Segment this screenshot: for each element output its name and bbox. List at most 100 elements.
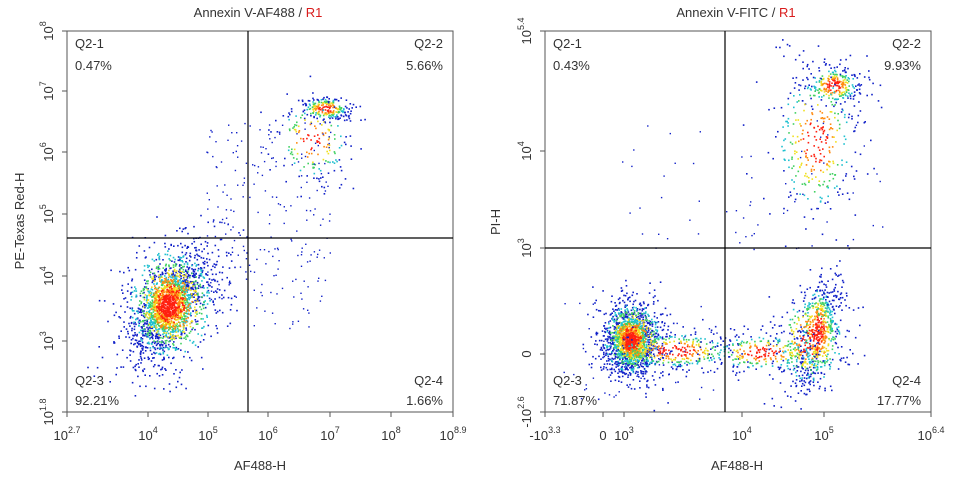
- plot-left-y-axis-label: PE-Texas Red-H: [12, 173, 27, 270]
- event-dot: [140, 301, 143, 303]
- plot-left-gate-name: R1: [306, 5, 323, 20]
- event-dot: [219, 221, 221, 224]
- event-dot: [641, 345, 644, 347]
- event-dot: [639, 302, 642, 305]
- event-dot: [309, 260, 311, 262]
- event-dot: [186, 263, 189, 266]
- event-dot: [148, 292, 150, 294]
- event-dot: [595, 308, 598, 311]
- event-dot: [204, 306, 207, 309]
- event-dot: [164, 297, 167, 299]
- event-dot: [192, 340, 195, 343]
- event-dot: [158, 252, 160, 255]
- event-dot: [149, 313, 151, 315]
- event-dot: [155, 309, 158, 312]
- event-dot: [216, 185, 218, 187]
- event-dot: [623, 332, 626, 334]
- event-dot: [193, 270, 196, 273]
- event-dot: [612, 331, 614, 334]
- event-dot: [820, 312, 822, 314]
- event-dot: [134, 334, 136, 336]
- event-dot: [129, 317, 132, 319]
- event-dot: [609, 326, 612, 329]
- event-dot: [150, 308, 153, 310]
- event-dot: [161, 295, 164, 297]
- event-dot: [156, 302, 158, 304]
- event-dot: [245, 271, 247, 273]
- event-dot: [621, 361, 624, 364]
- event-dot: [630, 358, 632, 360]
- event-dot: [156, 372, 158, 375]
- event-dot: [645, 360, 648, 363]
- event-dot: [153, 387, 156, 390]
- event-dot: [645, 325, 648, 327]
- event-dot: [163, 331, 165, 334]
- event-dot: [620, 339, 622, 341]
- event-dot: [327, 143, 329, 146]
- event-dot: [624, 360, 626, 362]
- event-dot: [230, 260, 233, 262]
- event-dot: [163, 291, 165, 294]
- event-dot: [181, 282, 184, 284]
- event-dot: [588, 363, 591, 366]
- event-dot: [811, 315, 813, 317]
- event-dot: [327, 172, 330, 174]
- event-dot: [138, 304, 141, 306]
- event-dot: [226, 325, 229, 327]
- event-dot: [620, 368, 622, 370]
- event-dot: [637, 354, 639, 357]
- event-dot: [175, 302, 178, 304]
- event-dot: [153, 260, 156, 262]
- event-dot: [613, 348, 615, 351]
- event-dot: [221, 218, 224, 221]
- event-dot: [136, 251, 138, 254]
- event-dot: [318, 113, 320, 116]
- event-dot: [184, 288, 187, 291]
- event-dot: [296, 196, 299, 198]
- event-dot: [632, 371, 635, 374]
- event-dot: [651, 349, 654, 352]
- event-dot: [152, 334, 154, 336]
- event-dot: [147, 358, 150, 361]
- event-dot: [150, 326, 153, 328]
- event-dot: [600, 347, 603, 350]
- plot-left-q24-pct: 1.66%: [406, 393, 443, 408]
- event-dot: [179, 337, 181, 339]
- event-dot: [175, 283, 177, 286]
- event-dot: [145, 304, 148, 306]
- event-dot: [618, 376, 621, 378]
- event-dot: [360, 148, 362, 150]
- event-dot: [237, 254, 239, 256]
- event-dot: [621, 325, 623, 327]
- event-dot: [300, 195, 302, 198]
- event-dot: [170, 243, 172, 246]
- event-dot: [328, 220, 331, 222]
- event-dot: [621, 375, 624, 378]
- event-dot: [232, 152, 234, 154]
- event-dot: [180, 286, 182, 289]
- event-dot: [641, 313, 643, 315]
- event-dot: [202, 339, 205, 341]
- event-dot: [144, 332, 147, 335]
- event-dot: [613, 339, 615, 342]
- event-dot: [172, 297, 174, 299]
- event-dot: [612, 335, 614, 338]
- event-dot: [829, 328, 832, 330]
- event-dot: [156, 329, 158, 331]
- event-dot: [637, 350, 640, 353]
- event-dot: [812, 344, 814, 346]
- event-dot: [662, 347, 665, 350]
- event-dot: [175, 296, 178, 298]
- event-dot: [619, 315, 621, 318]
- event-dot: [155, 319, 158, 322]
- event-dot: [639, 354, 641, 357]
- event-dot: [145, 282, 147, 285]
- event-dot: [636, 356, 638, 359]
- event-dot: [127, 332, 129, 335]
- event-dot: [207, 324, 210, 327]
- event-dot: [310, 121, 312, 124]
- event-dot: [158, 305, 161, 308]
- event-dot: [181, 320, 183, 323]
- event-dot: [149, 294, 152, 297]
- event-dot: [624, 310, 627, 313]
